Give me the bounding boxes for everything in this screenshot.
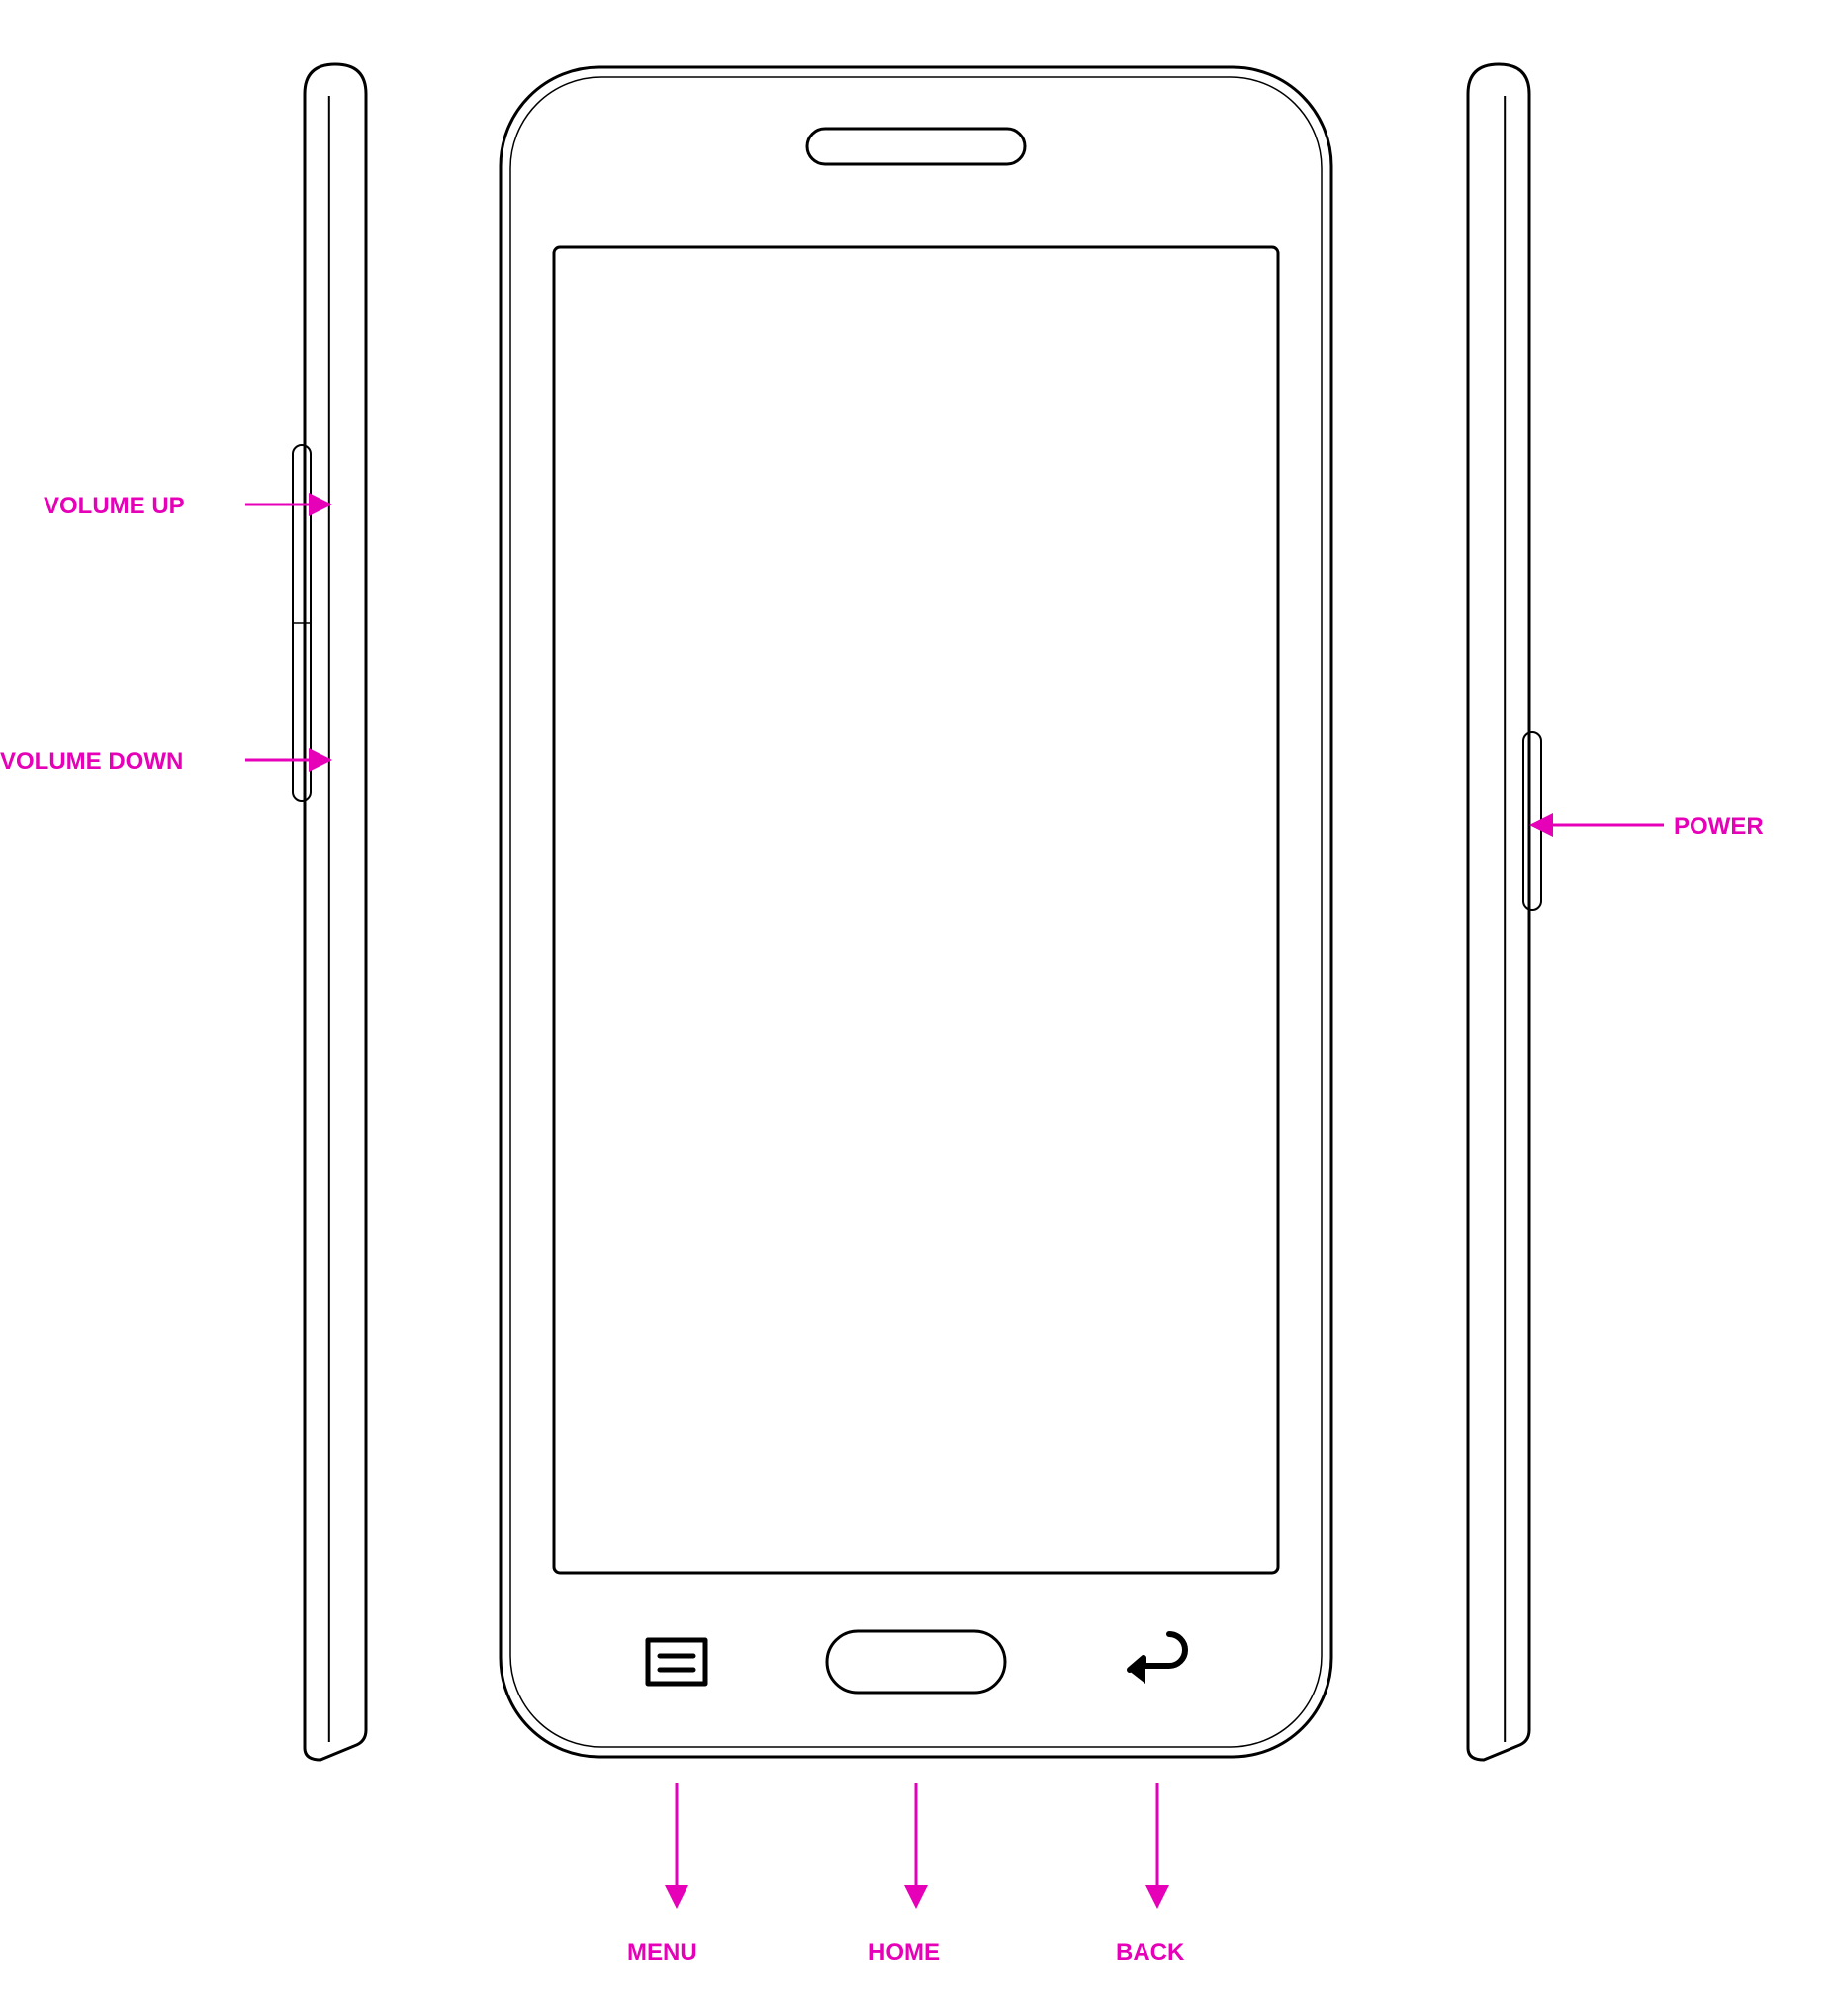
label-power: POWER bbox=[1674, 813, 1764, 841]
label-volume-down: VOLUME DOWN bbox=[0, 748, 183, 776]
phone-diagram: VOLUME UP VOLUME DOWN POWER MENU HOME BA… bbox=[0, 0, 1830, 2016]
label-menu: MENU bbox=[627, 1939, 697, 1967]
diagram-svg bbox=[0, 0, 1830, 2016]
label-volume-up: VOLUME UP bbox=[44, 493, 185, 520]
label-home: HOME bbox=[869, 1939, 940, 1967]
label-back: BACK bbox=[1116, 1939, 1184, 1967]
